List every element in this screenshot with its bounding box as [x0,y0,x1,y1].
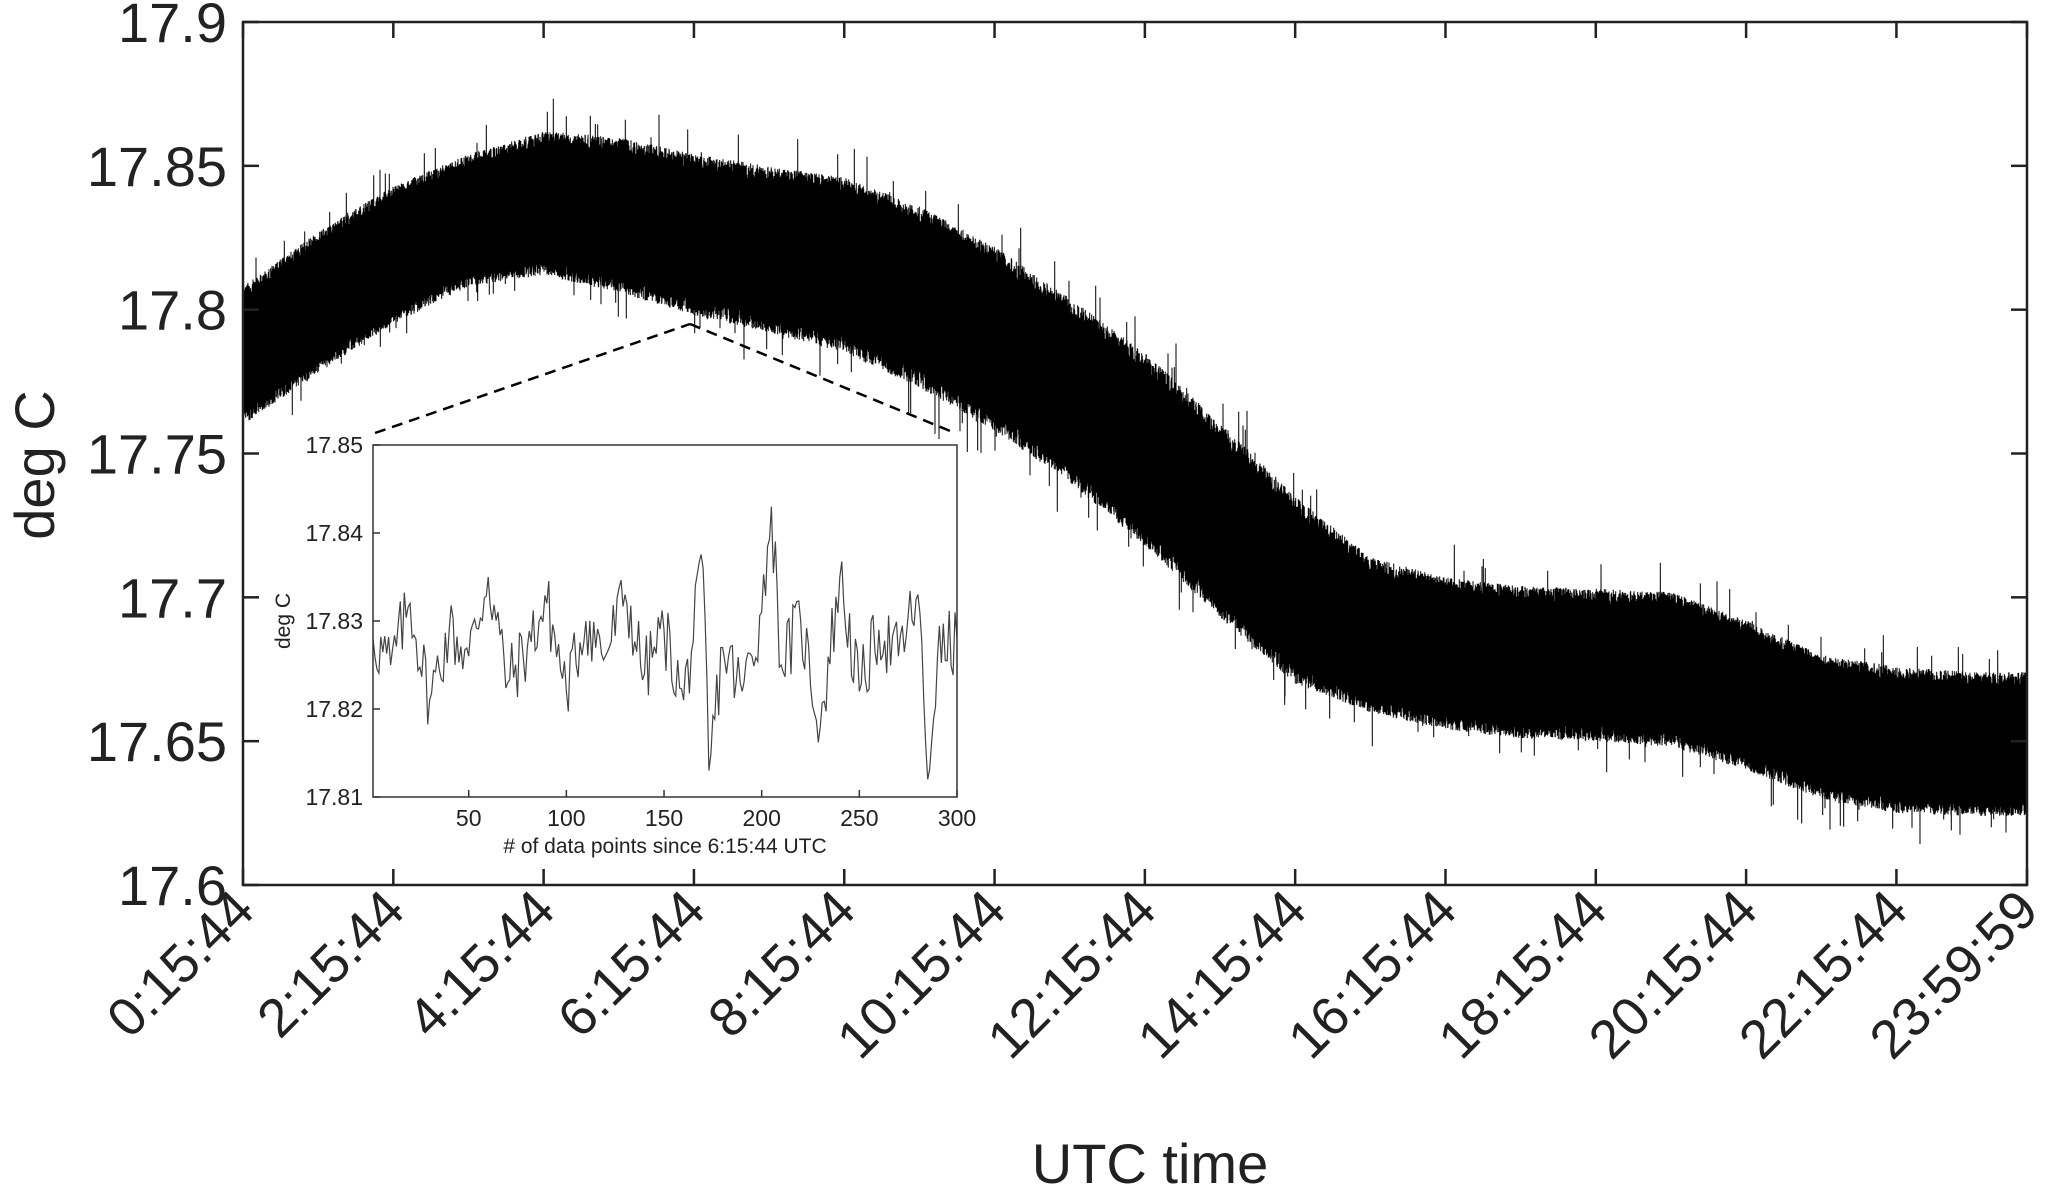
inset-y-tick-label: 17.85 [305,432,363,458]
y-tick-label: 17.6 [118,854,227,917]
inset-y-tick-label: 17.81 [305,784,363,810]
x-tick-label: 14:15:44 [1127,879,1318,1070]
x-tick-label: 20:15:44 [1578,879,1769,1070]
inset-y-tick-label: 17.83 [305,608,363,634]
y-tick-label: 17.75 [87,423,227,486]
inset-x-tick-label: 100 [547,805,585,831]
zoom-connector-left [374,322,691,435]
x-tick-label: 2:15:44 [246,879,416,1049]
x-tick-label: 6:15:44 [547,879,717,1049]
x-tick-label: 4:15:44 [396,879,566,1049]
inset-series-line [372,506,958,780]
inset-x-tick-label: 150 [645,805,683,831]
x-tick-label: 16:15:44 [1277,879,1468,1070]
y-tick-label: 17.9 [118,0,227,54]
main-series-line [242,98,2028,845]
inset-y-axis-label: deg C [272,593,295,649]
main-x-axis-label: UTC time [1032,1132,1268,1195]
inset-background [373,445,957,797]
inset-y-ticks: 17.81 17.82 17.83 17.84 17.85 [305,432,380,810]
y-tick-label: 17.65 [87,710,227,773]
inset-x-tick-label: 200 [742,805,780,831]
x-tick-label: 10:15:44 [826,879,1017,1070]
main-series-center [242,205,2027,743]
x-tick-label: 18:15:44 [1427,879,1618,1070]
y-tick-label: 17.8 [118,279,227,342]
zoom-connector-right [689,322,956,435]
inset-y-tick-label: 17.84 [305,520,363,546]
main-y-ticks: 17.6 17.65 17.7 17.75 17.8 17.85 17.9 [87,0,2027,917]
inset-x-ticks: 50 100 150 200 250 300 [456,790,976,831]
y-tick-label: 17.85 [87,135,227,198]
main-series-band [242,98,2028,845]
inset-x-tick-label: 50 [456,805,482,831]
y-tick-label: 17.7 [118,566,227,629]
inset-x-tick-label: 300 [938,805,976,831]
inset-x-tick-label: 250 [840,805,878,831]
inset-x-axis-label: # of data points since 6:15:44 UTC [503,835,826,858]
inset-y-tick-label: 17.82 [305,696,363,722]
main-y-axis-label: deg C [3,390,66,539]
x-tick-label: 12:15:44 [976,879,1167,1070]
